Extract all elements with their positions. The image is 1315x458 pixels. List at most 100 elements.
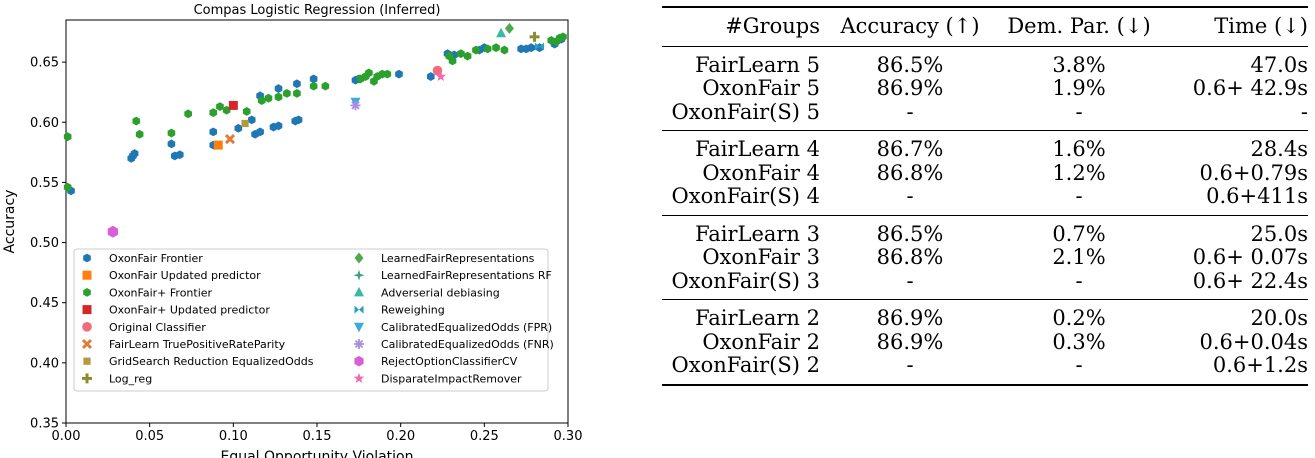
- x-tick-label: 0.20: [386, 429, 415, 444]
- legend-label: LearnedFairRepresentations RF: [381, 269, 552, 282]
- legend-label: Adverserial debiasing: [381, 286, 500, 299]
- accuracy-cell: 86.7%: [876, 137, 944, 161]
- table-row: OxonFair(S) 2 - - 0.6+1.2s: [662, 353, 1308, 385]
- data-point: [535, 42, 545, 51]
- table-row: OxonFair 2 86.9% 0.3% 0.6+0.04s: [662, 329, 1308, 355]
- y-tick-label: 0.60: [30, 116, 59, 131]
- x-tick-label: 0.10: [219, 429, 248, 444]
- data-point: [167, 139, 176, 149]
- table-row: FairLearn 3 86.5% 0.7% 25.0s: [662, 215, 1308, 246]
- table-row: OxonFair 3 86.8% 2.1% 0.6+ 0.07s: [662, 245, 1308, 270]
- legend-label: Log_reg: [109, 372, 152, 385]
- time-cell: 0.6+ 0.07s: [1192, 245, 1308, 269]
- legend-label: OxonFair Frontier: [109, 252, 203, 265]
- method-cell: OxonFair(S) 4: [671, 184, 820, 208]
- data-point: [294, 115, 303, 125]
- legend-marker: [354, 305, 364, 314]
- data-point: [504, 22, 514, 34]
- data-point: [135, 129, 144, 139]
- data-point: [213, 140, 223, 150]
- data-point: [472, 45, 480, 55]
- x-tick-label: 0.15: [303, 429, 332, 444]
- time-cell: 0.6+1.2s: [1212, 353, 1308, 377]
- legend-label: CalibratedEqualizedOdds (FPR): [381, 321, 552, 334]
- accuracy-cell: -: [906, 353, 914, 377]
- data-point: [274, 121, 283, 131]
- legend-marker: [82, 270, 92, 280]
- method-cell: FairLearn 4: [695, 137, 820, 161]
- accuracy-cell: 86.9%: [876, 76, 944, 100]
- data-point: [132, 116, 141, 126]
- method-cell: OxonFair 2: [702, 329, 820, 354]
- data-point: [527, 43, 535, 53]
- header-time: Time (↓): [1214, 14, 1308, 38]
- data-point: [321, 81, 330, 91]
- table-header-row: #Groups Accuracy (↑) Dem. Par. (↓) Time …: [662, 7, 1308, 46]
- legend: OxonFair Frontier OxonFair Updated predic…: [73, 248, 554, 392]
- legend-marker: [83, 253, 91, 263]
- data-point: [448, 56, 457, 66]
- data-point: [559, 32, 567, 42]
- dem-par-cell: 1.9%: [1052, 76, 1106, 100]
- table-row: FairLearn 2 86.9% 0.2% 20.0s: [662, 300, 1308, 331]
- method-cell: OxonFair 4: [702, 160, 820, 185]
- data-point: [426, 72, 435, 81]
- table-group: FairLearn 3 86.5% 0.7% 25.0s OxonFair 3 86.8%…: [662, 215, 1308, 300]
- accuracy-cell: -: [906, 184, 914, 208]
- accuracy-cell: 86.9%: [876, 329, 944, 354]
- accuracy-cell: 86.8%: [876, 160, 944, 185]
- data-point: [432, 65, 443, 76]
- header-accuracy: Accuracy (↑): [840, 14, 980, 38]
- legend-marker: [354, 355, 364, 367]
- data-point: [309, 74, 318, 84]
- data-point: [274, 84, 283, 93]
- y-tick-label: 0.35: [30, 417, 59, 432]
- data-point: [365, 68, 373, 78]
- legend-box: [73, 248, 549, 392]
- time-cell: 0.6+ 22.4s: [1192, 268, 1308, 293]
- legend-label: GridSearch Reduction EqualizedOdds: [109, 355, 314, 368]
- legend-label: OxonFair Updated predictor: [109, 269, 261, 282]
- dem-par-cell: 0.7%: [1052, 221, 1106, 246]
- x-tick-label: 0.30: [554, 429, 583, 444]
- legend-marker: [353, 269, 365, 281]
- x-tick-label: 0.00: [52, 429, 81, 444]
- table-group: FairLearn 5 86.5% 3.8% 47.0s OxonFair 5 86.9%…: [662, 46, 1308, 131]
- legend-marker: [82, 305, 92, 315]
- data-point: [175, 150, 184, 160]
- legend-marker: [354, 252, 364, 264]
- legend-label: OxonFair+ Updated predictor: [109, 304, 270, 317]
- time-cell: 0.6+411s: [1206, 184, 1308, 208]
- method-cell: FairLearn 3: [695, 221, 820, 246]
- data-point: [395, 69, 403, 79]
- table-row: OxonFair(S) 4 - - 0.6+411s: [662, 184, 1308, 215]
- dem-par-cell: 1.2%: [1052, 160, 1106, 185]
- data-point: [224, 134, 236, 145]
- y-tick-label: 0.50: [30, 236, 59, 251]
- accuracy-cell: 86.8%: [876, 245, 944, 269]
- legend-label: Original Classifier: [109, 321, 206, 334]
- table-row: OxonFair 5 86.9% 1.9% 0.6+ 42.9s: [662, 76, 1308, 101]
- time-cell: 20.0s: [1250, 306, 1308, 330]
- accuracy-cell: -: [906, 268, 914, 293]
- dem-par-cell: -: [1075, 99, 1083, 124]
- data-point: [264, 93, 273, 103]
- header-groups: #Groups: [725, 14, 820, 38]
- data-point: [350, 100, 361, 111]
- legend-label: CalibratedEqualizedOdds (FNR): [381, 338, 554, 351]
- legend-marker: [83, 357, 91, 365]
- legend-marker: [83, 288, 91, 297]
- table-row: OxonFair(S) 5 - - -: [662, 99, 1308, 131]
- x-tick-label: 0.05: [135, 429, 164, 444]
- method-cell: FairLearn 2: [695, 306, 820, 330]
- dem-par-cell: -: [1075, 184, 1083, 208]
- data-point: [293, 79, 301, 89]
- legend-marker: [354, 286, 364, 297]
- dem-par-cell: -: [1075, 353, 1083, 377]
- legend-marker: [81, 338, 93, 350]
- data-point: [130, 149, 139, 158]
- legend-marker: [82, 373, 92, 384]
- time-cell: -: [1300, 99, 1308, 124]
- y-axis-label: Accuracy: [2, 190, 18, 254]
- legend-label: DisparateImpactRemover: [381, 372, 522, 385]
